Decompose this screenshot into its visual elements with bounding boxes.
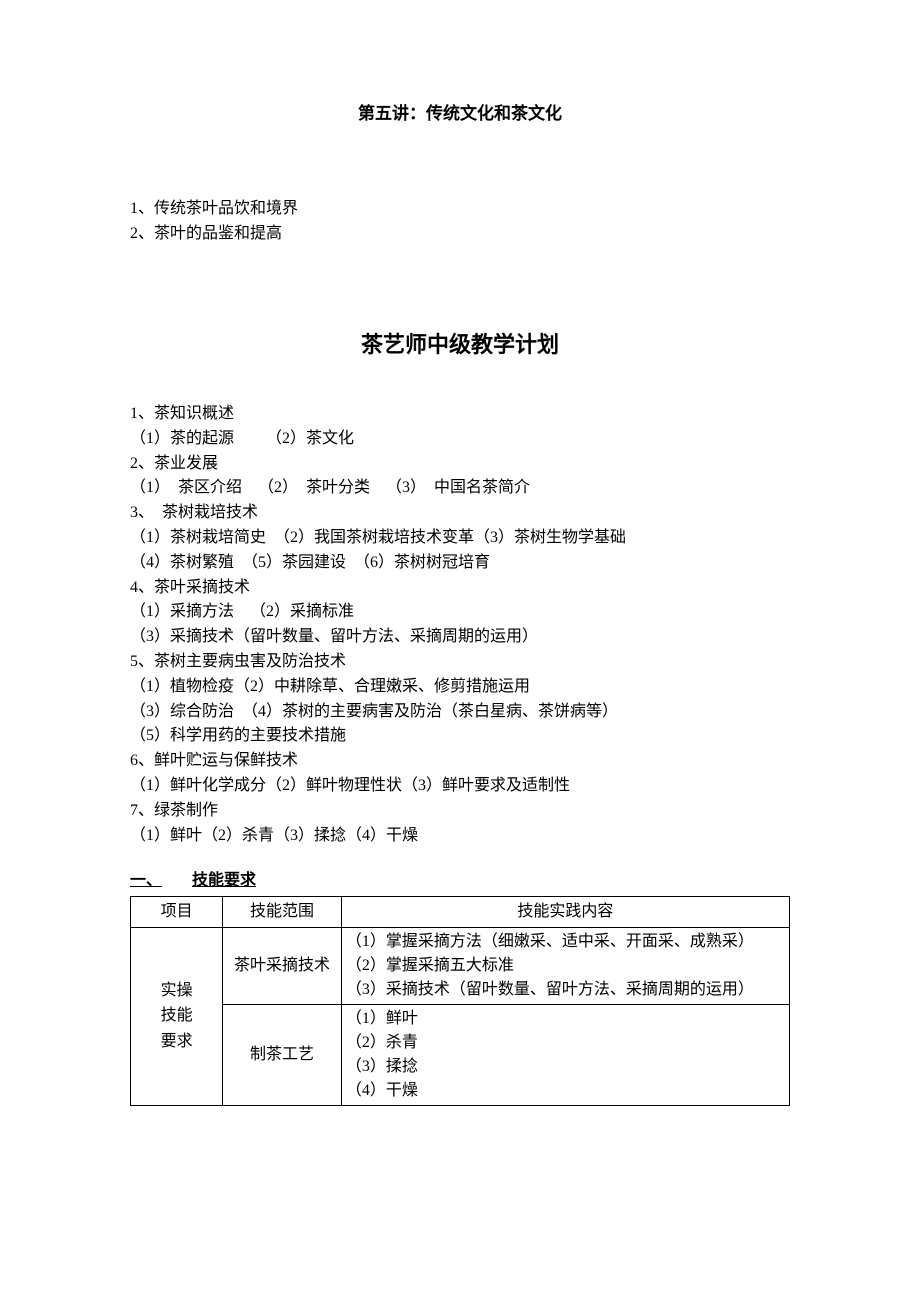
outline-line: （5）科学用药的主要技术措施 xyxy=(130,724,790,749)
td-content: （1）鲜叶 （2）杀青 （3）揉捻 （4）干燥 xyxy=(341,1004,789,1105)
intro-list: 1、传统茶叶品饮和境界 2、茶叶的品鉴和提高 xyxy=(130,197,790,247)
outline-line: 3、 茶树栽培技术 xyxy=(130,501,790,526)
section-heading: 一、 技能要求 xyxy=(130,868,790,894)
outline-line: （3）采摘技术（留叶数量、留叶方法、采摘周期的运用） xyxy=(130,625,790,650)
th-project: 项目 xyxy=(131,896,223,927)
outline-line: 2、茶业发展 xyxy=(130,452,790,477)
td-content: （1）掌握采摘方法（细嫩采、适中采、开面采、成熟采） （2）掌握采摘五大标准 （… xyxy=(341,927,789,1004)
section-title: 技能要求 xyxy=(192,872,256,889)
td-scope: 茶叶采摘技术 xyxy=(223,927,342,1004)
table-row: 实操 技能 要求 茶叶采摘技术 （1）掌握采摘方法（细嫩采、适中采、开面采、成熟… xyxy=(131,927,790,1004)
td-scope: 制茶工艺 xyxy=(223,1004,342,1105)
outline-line: （4）茶树繁殖 （5）茶园建设 （6）茶树树冠培育 xyxy=(130,551,790,576)
outline-line: （1）茶的起源 （2）茶文化 xyxy=(130,427,790,452)
intro-line: 1、传统茶叶品饮和境界 xyxy=(130,197,790,222)
outline-line: （1）采摘方法 （2）采摘标准 xyxy=(130,600,790,625)
outline-line: （1）鲜叶（2）杀青（3）揉捻（4）干燥 xyxy=(130,824,790,849)
outline-line: （1）茶树栽培简史 （2）我国茶树栽培技术变革（3）茶树生物学基础 xyxy=(130,526,790,551)
outline-line: （3）综合防治 （4）茶树的主要病害及防治（茶白星病、茶饼病等） xyxy=(130,700,790,725)
outline: 1、茶知识概述 （1）茶的起源 （2）茶文化 2、茶业发展 （1） 茶区介绍 （… xyxy=(130,402,790,848)
table-row: 制茶工艺 （1）鲜叶 （2）杀青 （3）揉捻 （4）干燥 xyxy=(131,1004,790,1105)
td-project: 实操 技能 要求 xyxy=(131,927,223,1105)
section-num: 一、 xyxy=(130,872,162,889)
main-title: 茶艺师中级教学计划 xyxy=(130,327,790,362)
outline-line: （1） 茶区介绍 （2） 茶叶分类 （3） 中国名茶简介 xyxy=(130,476,790,501)
outline-line: （1）植物检疫（2）中耕除草、合理嫩采、修剪措施运用 xyxy=(130,675,790,700)
lecture-title: 第五讲：传统文化和茶文化 xyxy=(130,100,790,127)
table-header-row: 项目 技能范围 技能实践内容 xyxy=(131,896,790,927)
th-scope: 技能范围 xyxy=(223,896,342,927)
outline-line: 6、鲜叶贮运与保鲜技术 xyxy=(130,749,790,774)
outline-line: 4、茶叶采摘技术 xyxy=(130,576,790,601)
outline-line: 7、绿茶制作 xyxy=(130,799,790,824)
outline-line: 1、茶知识概述 xyxy=(130,402,790,427)
skills-table: 项目 技能范围 技能实践内容 实操 技能 要求 茶叶采摘技术 （1）掌握采摘方法… xyxy=(130,896,790,1106)
th-content: 技能实践内容 xyxy=(341,896,789,927)
outline-line: 5、茶树主要病虫害及防治技术 xyxy=(130,650,790,675)
outline-line: （1）鲜叶化学成分（2）鲜叶物理性状（3）鲜叶要求及适制性 xyxy=(130,774,790,799)
intro-line: 2、茶叶的品鉴和提高 xyxy=(130,222,790,247)
